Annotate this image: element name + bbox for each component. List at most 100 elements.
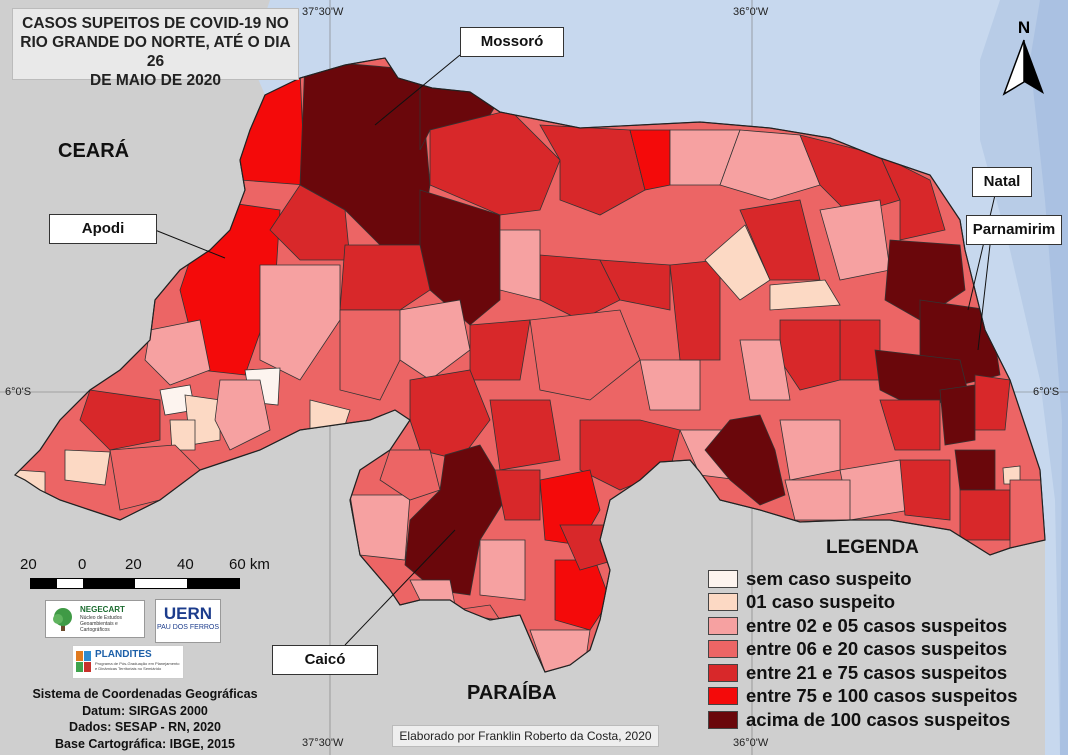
municipality-west-7 bbox=[144, 319, 211, 386]
municipality-east-9 bbox=[839, 459, 911, 521]
plandites-subtitle: Programa de Pós-Graduação em Planejament… bbox=[95, 661, 180, 671]
ocean-deep bbox=[1030, 0, 1068, 755]
municipality-east-10 bbox=[899, 459, 951, 521]
municipality-west-5 bbox=[339, 309, 401, 401]
plandites-logo: PLANDITES Programa de Pós-Graduação em P… bbox=[72, 645, 184, 679]
municipality-south-7 bbox=[494, 469, 541, 521]
municipality-north-5 bbox=[719, 129, 821, 201]
scale-label-1: 0 bbox=[78, 556, 87, 573]
mossoro-leader bbox=[374, 54, 461, 126]
municipality-central-10 bbox=[669, 259, 721, 361]
legend-swatch bbox=[708, 710, 738, 729]
municipality-west-8 bbox=[79, 389, 161, 451]
legend-swatch bbox=[708, 569, 738, 588]
legend-item: entre 06 e 20 casos suspeitos bbox=[708, 638, 1017, 662]
coord-right: 6°0'S bbox=[1033, 386, 1060, 398]
coord-bottom-right: 36°0'W bbox=[733, 737, 769, 749]
municipality-east-1 bbox=[839, 319, 881, 381]
municipality-west-9 bbox=[214, 379, 271, 451]
info-line3: Dados: SESAP - RN, 2020 bbox=[69, 720, 221, 734]
municipality-south-6 bbox=[479, 539, 526, 601]
callout-mossoro: Mossoró bbox=[460, 27, 564, 57]
legend-swatch bbox=[708, 663, 738, 682]
north-arrow-shape bbox=[1002, 39, 1044, 96]
scale-label-4: 60 km bbox=[229, 556, 270, 573]
callout-parnamirim: Parnamirim bbox=[966, 215, 1062, 245]
negecart-name: NEGECART bbox=[80, 605, 125, 614]
scale-label-3: 40 bbox=[177, 556, 194, 573]
legend-item: sem caso suspeito bbox=[708, 567, 1017, 591]
legend-swatch bbox=[708, 687, 738, 706]
label-ceara: CEARÁ bbox=[58, 140, 130, 162]
legend-swatch bbox=[708, 616, 738, 635]
author-credit: Elaborado por Franklin Roberto da Costa,… bbox=[392, 725, 659, 747]
scale-labels: 20 0 20 40 60 km bbox=[20, 556, 280, 576]
municipality-west-3 bbox=[339, 244, 431, 311]
caico-leader bbox=[344, 529, 456, 646]
municipality-central-3 bbox=[489, 399, 561, 471]
municipality-west-4 bbox=[259, 264, 341, 381]
scale-label-2: 20 bbox=[125, 556, 142, 573]
municipality-one-case-7 bbox=[769, 279, 841, 311]
callout-natal: Natal bbox=[972, 167, 1032, 197]
coord-left: 6°0'S bbox=[5, 386, 32, 398]
municipality-north-7 bbox=[879, 154, 946, 241]
municipality-south-east-dark bbox=[704, 414, 786, 506]
legend-item: 01 caso suspeito bbox=[708, 591, 1017, 615]
legend-label: acima de 100 casos suspeitos bbox=[746, 708, 1011, 730]
legend-item: entre 02 e 05 casos suspeitos bbox=[708, 614, 1017, 638]
info-line4: Base Cartográfica: IBGE, 2015 bbox=[55, 736, 235, 751]
legend: sem caso suspeito 01 caso suspeito entre… bbox=[708, 567, 1017, 732]
municipality-south-east-2 bbox=[779, 419, 841, 481]
municipality-central-11 bbox=[739, 199, 821, 281]
municipality-west-6 bbox=[399, 299, 471, 381]
legend-item: entre 75 e 100 casos suspeitos bbox=[708, 685, 1017, 709]
parnamirim-leader bbox=[977, 244, 991, 351]
plandites-mark-icon bbox=[76, 651, 91, 672]
map-title-line3: DE MAIO DE 2020 bbox=[90, 72, 221, 89]
map-metadata: Sistema de Coordenadas Geográficas Datum… bbox=[20, 686, 270, 752]
callout-apodi: Apodi bbox=[49, 214, 157, 244]
legend-title: LEGENDA bbox=[826, 537, 919, 558]
municipality-one-case-2 bbox=[169, 419, 196, 451]
municipality-east-5 bbox=[879, 399, 941, 451]
map-title-line2: RIO GRANDE DO NORTE, ATÉ O DIA 26 bbox=[20, 34, 291, 70]
apodi-leader bbox=[154, 229, 226, 259]
north-label: N bbox=[1017, 18, 1031, 37]
uern-name: UERN bbox=[163, 604, 213, 623]
municipality-central-5 bbox=[599, 259, 671, 311]
legend-swatch bbox=[708, 640, 738, 659]
municipality-central-7 bbox=[529, 309, 641, 401]
municipality-south-9 bbox=[379, 449, 441, 501]
municipality-one-case-3 bbox=[64, 449, 111, 486]
municipality-central-9 bbox=[639, 359, 701, 411]
uern-logo: UERN PAU DOS FERROS bbox=[155, 599, 221, 643]
legend-item: entre 21 e 75 casos suspeitos bbox=[708, 661, 1017, 685]
scale-bar bbox=[30, 578, 240, 589]
map-title: CASOS SUPEITOS DE COVID-19 NO RIO GRANDE… bbox=[12, 8, 299, 89]
tree-icon bbox=[53, 608, 72, 631]
coord-top-left: 37°30'W bbox=[302, 6, 344, 18]
north-arrow-icon: N bbox=[1000, 18, 1048, 96]
callout-caico: Caicó bbox=[272, 645, 378, 675]
municipality-south-east-3 bbox=[784, 479, 851, 521]
legend-label: entre 02 e 05 casos suspeitos bbox=[746, 614, 1008, 636]
scale-label-0: 20 bbox=[20, 556, 37, 573]
map-title-line1: CASOS SUPEITOS DE COVID-19 NO bbox=[22, 15, 289, 32]
municipality-central-1 bbox=[469, 319, 531, 381]
negecart-logo: NEGECART Núcleo de Estudos Geoambientais… bbox=[45, 600, 145, 638]
municipality-south-4 bbox=[529, 629, 591, 672]
municipality-one-case-4 bbox=[15, 469, 46, 496]
legend-label: entre 75 e 100 casos suspeitos bbox=[746, 685, 1018, 707]
municipality-east-8 bbox=[1009, 479, 1045, 549]
municipality-natal-region-4 bbox=[939, 384, 976, 446]
uern-subtitle: PAU DOS FERROS bbox=[156, 624, 220, 631]
coord-top-right: 36°0'W bbox=[733, 6, 769, 18]
info-line1: Sistema de Coordenadas Geográficas bbox=[32, 687, 258, 701]
legend-swatch bbox=[708, 593, 738, 612]
municipality-east-7 bbox=[959, 489, 1011, 541]
info-line2: Datum: SIRGAS 2000 bbox=[82, 703, 208, 718]
natal-leader bbox=[967, 194, 996, 311]
municipality-east-6 bbox=[954, 449, 996, 491]
